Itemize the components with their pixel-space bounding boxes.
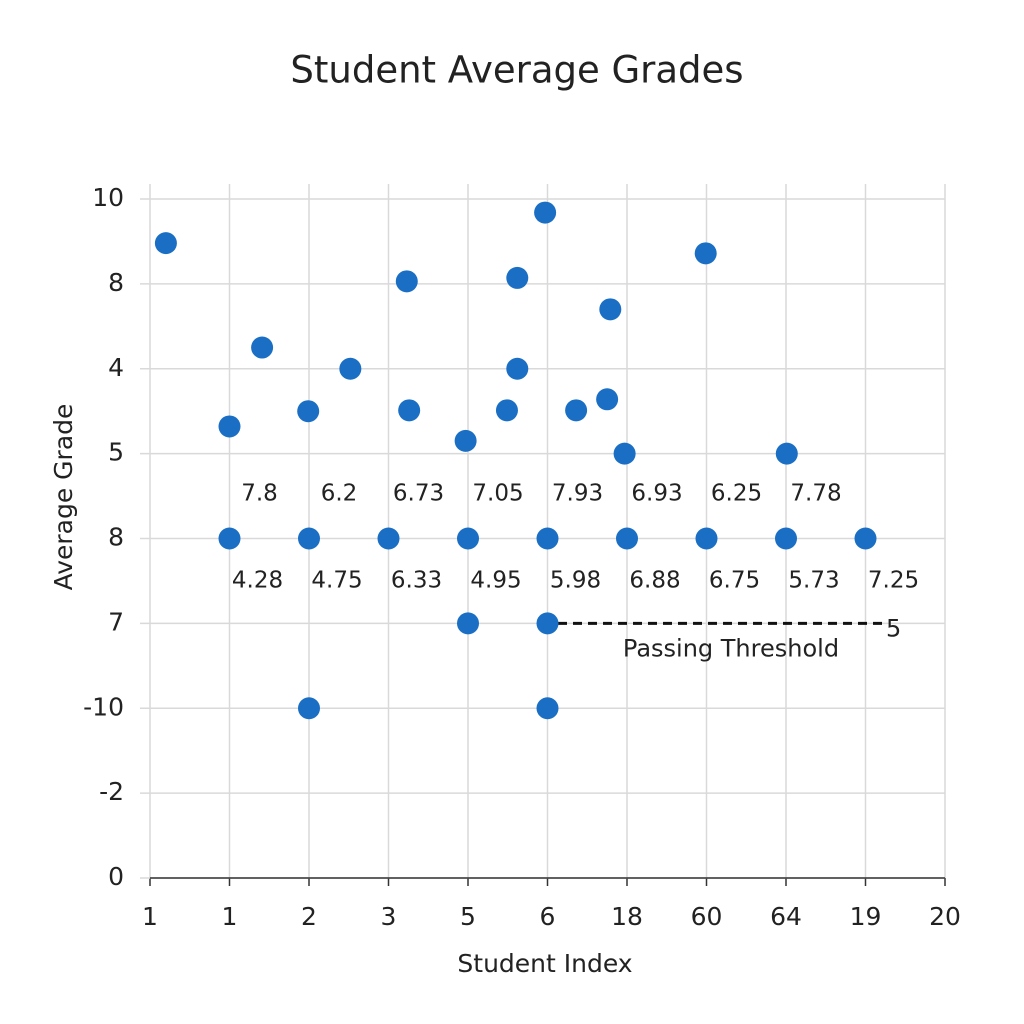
x-tick-label: 60: [691, 902, 723, 931]
data-point: [775, 442, 798, 465]
y-tick-label: 4: [108, 353, 124, 382]
data-point: [218, 415, 241, 438]
data-point: [297, 400, 320, 423]
annotation: 7.25: [868, 568, 919, 594]
data-point: [536, 612, 559, 635]
data-point: [613, 442, 636, 465]
data-point: [251, 336, 274, 359]
data-point: [495, 399, 518, 422]
annotation: 7.8: [241, 481, 278, 507]
x-tick-label: 3: [381, 902, 397, 931]
x-tick-label: 1: [142, 902, 158, 931]
annotation: 6.73: [393, 481, 444, 507]
data-point: [775, 527, 797, 550]
annotation: 7.05: [472, 481, 523, 507]
annotation: 6.25: [711, 481, 762, 507]
data-point: [854, 527, 877, 550]
annotation: 6.33: [391, 568, 442, 594]
data-point: [395, 270, 418, 293]
x-tick-label: 5: [460, 902, 476, 931]
data-point: [506, 266, 529, 289]
y-tick-label: -10: [83, 692, 124, 721]
annotation: 6.93: [631, 481, 682, 507]
y-tick-label: 8: [108, 268, 124, 297]
data-point: [398, 399, 421, 422]
threshold-end-label: 5: [886, 614, 901, 642]
annotation: 6.88: [629, 568, 680, 594]
data-point: [298, 697, 320, 720]
x-tick-label: 1: [222, 902, 238, 931]
annotation: 7.78: [790, 481, 841, 507]
data-point: [298, 527, 320, 550]
data-point: [339, 357, 362, 380]
y-tick-label: 7: [108, 607, 124, 636]
annotation: 4.95: [470, 568, 521, 594]
annotation: 5.98: [550, 568, 601, 594]
chart-title: Student Average Grades: [290, 49, 743, 92]
data-point: [695, 527, 718, 550]
x-tick-label: 2: [301, 902, 317, 931]
annotation: 6.75: [709, 568, 760, 594]
data-point: [534, 201, 557, 224]
x-axis-title: Student Index: [457, 949, 632, 978]
data-point: [506, 357, 529, 380]
x-tick-label: 20: [929, 902, 961, 931]
data-point: [457, 612, 479, 635]
data-point: [565, 399, 588, 422]
data-point: [536, 527, 559, 550]
x-tick-label: 18: [611, 902, 643, 931]
data-point: [596, 388, 619, 411]
data-point: [599, 298, 622, 321]
y-tick-label: 5: [108, 438, 124, 467]
y-tick-label: 8: [108, 523, 124, 552]
data-point: [377, 527, 400, 550]
y-tick-label: 10: [92, 183, 124, 212]
annotation: 6.2: [321, 481, 358, 507]
threshold-label: Passing Threshold: [623, 634, 839, 662]
annotation: 4.28: [232, 568, 283, 594]
data-point: [154, 232, 177, 255]
y-tick-label: 0: [108, 862, 124, 891]
data-point: [457, 527, 479, 550]
data-point: [536, 697, 559, 720]
data-point: [454, 429, 477, 452]
y-axis-title: Average Grade: [49, 404, 78, 591]
annotation: 4.75: [311, 568, 362, 594]
x-tick-label: 64: [770, 902, 802, 931]
annotation: 5.73: [788, 568, 839, 594]
annotation: 7.93: [552, 481, 603, 507]
data-point: [694, 242, 717, 265]
x-tick-label: 19: [850, 902, 882, 931]
y-tick-label: -2: [99, 777, 124, 806]
data-point: [218, 527, 241, 550]
data-point: [616, 527, 638, 550]
x-tick-label: 6: [540, 902, 556, 931]
